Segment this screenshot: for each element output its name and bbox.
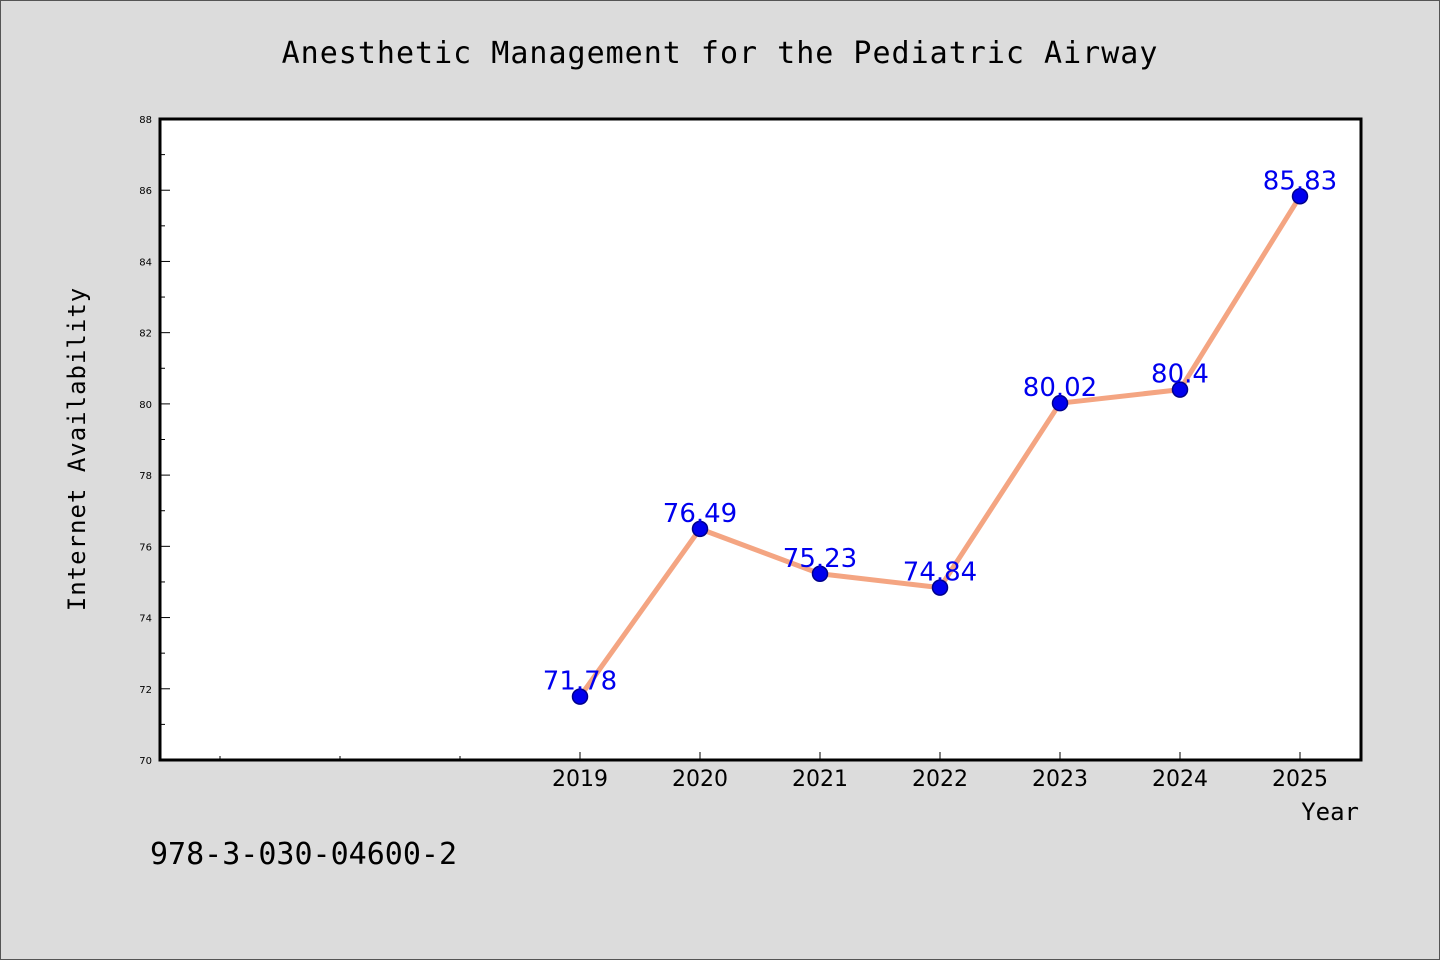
- y-tick-label: 80: [139, 400, 152, 411]
- x-tick-label: 2022: [912, 767, 968, 792]
- data-label: 74.84: [903, 558, 977, 588]
- data-labels-group: 71.78 76.49 75.23 74.84 80.02 80.4 85.83: [543, 166, 1337, 696]
- x-tick-label: 2024: [1152, 767, 1208, 792]
- y-tick-label: 86: [139, 186, 152, 197]
- y-tick-label: 76: [139, 542, 152, 553]
- series-points-group: [571, 188, 1309, 705]
- data-point: [1291, 188, 1309, 205]
- data-point: [1171, 381, 1189, 398]
- data-label: 71.78: [543, 667, 617, 697]
- data-label: 80.02: [1023, 373, 1097, 403]
- y-axis-label: Internet Availability: [63, 287, 91, 611]
- x-tick-label: 2021: [792, 767, 848, 792]
- x-tick-label: 2025: [1272, 767, 1328, 792]
- data-label: 75.23: [783, 544, 857, 574]
- data-label: 76.49: [663, 499, 737, 529]
- data-point: [931, 579, 949, 596]
- y-tick-label: 74: [139, 614, 152, 625]
- x-axis-label: Year: [1301, 798, 1359, 826]
- plot-area: [158, 117, 1363, 762]
- data-point: [691, 520, 709, 538]
- isbn-annotation: 978-3-030-04600-2: [150, 837, 457, 872]
- y-axis: 70 72 74 76 78 80 82 84 86 88: [139, 115, 170, 767]
- data-label: 80.4: [1151, 360, 1209, 390]
- x-tick-label: 2023: [1032, 767, 1088, 792]
- data-point: [811, 565, 829, 583]
- y-tick-label: 82: [139, 329, 152, 340]
- y-tick-label: 72: [139, 685, 152, 696]
- chart-title: Anesthetic Management for the Pediatric …: [282, 36, 1159, 71]
- data-point: [1051, 394, 1069, 412]
- y-tick-label: 78: [139, 471, 152, 482]
- x-axis: 2019 2020 2021 2022 2023 2024 2025: [219, 752, 1328, 792]
- x-tick-label: 2019: [552, 767, 608, 792]
- data-label: 85.83: [1263, 166, 1337, 196]
- data-point: [571, 688, 589, 705]
- y-tick-label: 70: [139, 756, 152, 767]
- x-tick-label: 2020: [672, 767, 728, 792]
- y-tick-label: 88: [139, 115, 152, 126]
- y-tick-label: 84: [139, 257, 152, 268]
